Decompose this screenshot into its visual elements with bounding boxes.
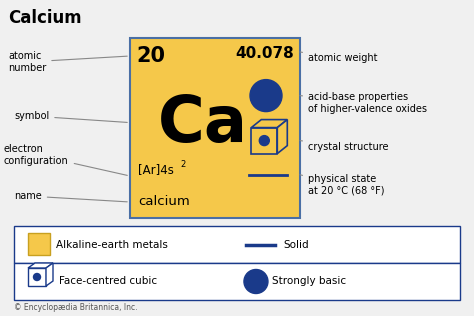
Bar: [14, 226, 460, 263]
Text: electron
configuration: electron configuration: [4, 144, 128, 175]
Text: physical state
at 20 °C (68 °F): physical state at 20 °C (68 °F): [300, 174, 384, 196]
Text: Ca: Ca: [158, 94, 248, 155]
Text: 2: 2: [180, 160, 185, 169]
Circle shape: [259, 136, 269, 146]
Bar: [28, 233, 50, 255]
Text: 40.078: 40.078: [235, 46, 294, 61]
Circle shape: [250, 80, 282, 112]
Polygon shape: [277, 119, 287, 154]
Text: symbol: symbol: [14, 111, 127, 122]
Bar: [251, 128, 277, 154]
Polygon shape: [251, 119, 287, 128]
Text: calcium: calcium: [138, 195, 190, 208]
Text: 20: 20: [136, 46, 165, 66]
Text: [Ar]4s: [Ar]4s: [138, 163, 174, 176]
Text: Strongly basic: Strongly basic: [272, 276, 346, 287]
Text: Solid: Solid: [283, 240, 309, 250]
Text: Alkaline-earth metals: Alkaline-earth metals: [56, 240, 168, 250]
Polygon shape: [46, 263, 53, 286]
Text: © Encyclopædia Britannica, Inc.: © Encyclopædia Britannica, Inc.: [14, 303, 137, 312]
Circle shape: [244, 270, 268, 294]
Bar: [14, 263, 460, 300]
Text: atomic
number: atomic number: [8, 51, 127, 73]
Circle shape: [34, 274, 40, 281]
Bar: [130, 38, 300, 218]
Text: name: name: [14, 191, 127, 202]
Bar: [28, 268, 46, 286]
Text: acid-base properties
of higher-valence oxides: acid-base properties of higher-valence o…: [300, 92, 427, 114]
Text: crystal structure: crystal structure: [300, 141, 389, 152]
Text: Calcium: Calcium: [8, 9, 82, 27]
Text: atomic weight: atomic weight: [300, 52, 377, 63]
Text: Face-centred cubic: Face-centred cubic: [59, 276, 157, 287]
Polygon shape: [28, 263, 53, 268]
